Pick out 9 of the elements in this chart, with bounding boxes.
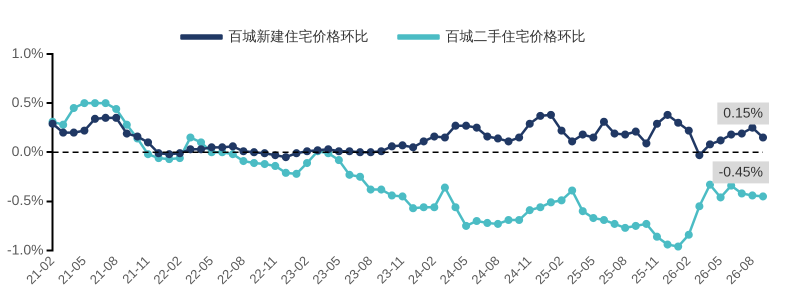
legend-label: 百城新建住宅价格环比 xyxy=(228,28,368,44)
y-tick-label: 1.0% xyxy=(12,44,44,61)
legend-label: 百城二手住宅价格环比 xyxy=(446,28,586,44)
data-label: 0.15% xyxy=(723,104,764,120)
y-tick-label: -1.0% xyxy=(6,241,44,258)
data-label: -0.45% xyxy=(718,163,763,180)
y-tick-label: -0.5% xyxy=(6,192,44,208)
y-tick-label: 0.5% xyxy=(12,94,44,110)
y-tick-label: 0.0% xyxy=(12,143,44,160)
